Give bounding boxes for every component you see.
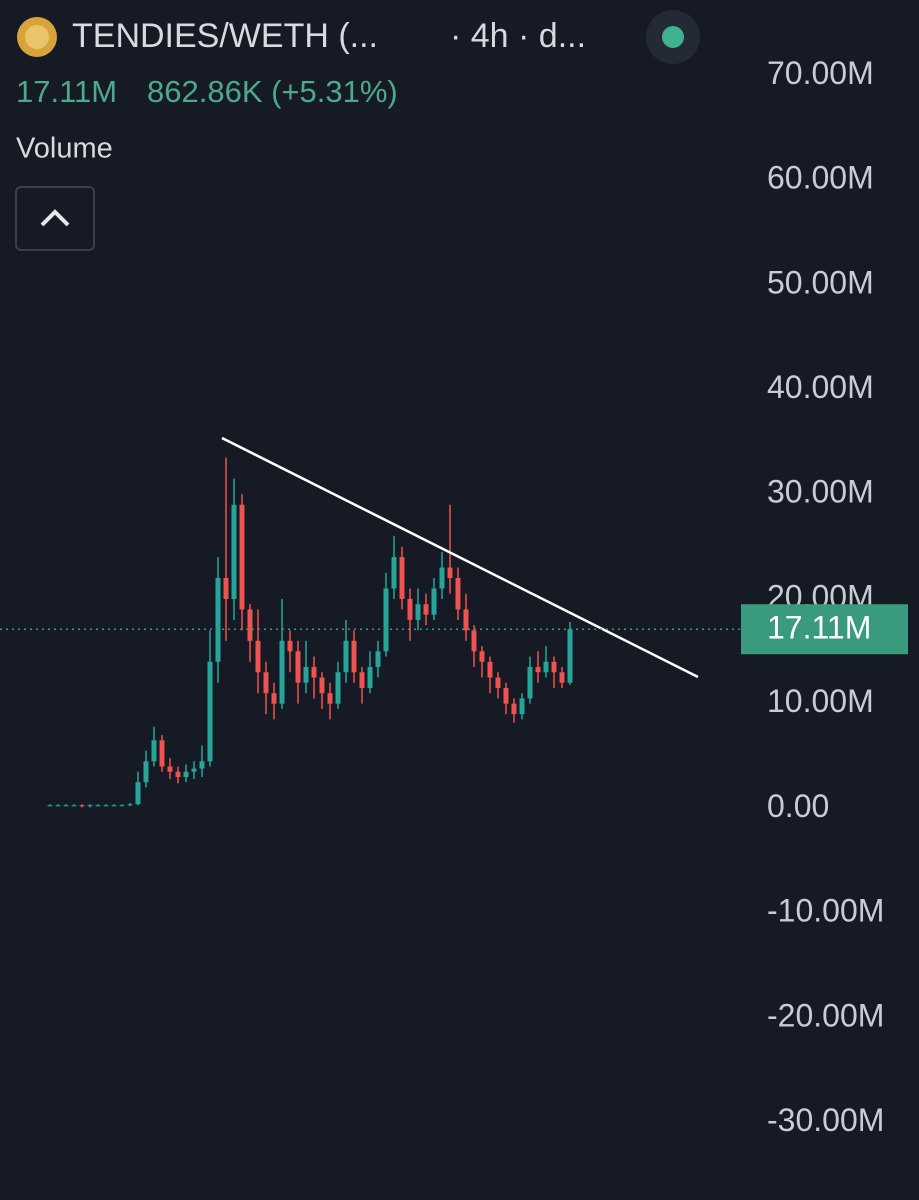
candle-body [255,640,261,673]
candle-body [167,766,173,772]
candle-body [279,640,285,704]
candle-body [79,805,85,807]
y-tick-label: 10.00M [767,683,874,719]
candle-body [487,661,493,678]
y-tick-label: -10.00M [767,893,884,929]
chevron-up [40,209,70,227]
y-tick-label: 30.00M [767,474,874,510]
candle-body [335,672,341,704]
candle-body [303,667,309,683]
candle-body [151,740,157,762]
candle-body [351,640,357,673]
candle-body [503,687,509,704]
candle-body [239,504,245,610]
candle-body [111,805,117,807]
status-dot [662,26,684,48]
y-tick-label: 50.00M [767,264,874,300]
y-tick-label: 40.00M [767,369,874,405]
candle-body [175,771,181,777]
last-price-label: 17.11M [767,610,871,646]
candle-body [543,661,549,673]
candle-body [359,672,365,688]
candle-body [367,667,373,688]
candle-body [311,667,317,678]
trendline [221,436,699,679]
candle-body [55,805,61,807]
candle-body [455,578,461,610]
candle-body [231,504,237,599]
candle-body [207,661,213,762]
candle-body [391,557,397,589]
candle-body [399,557,405,599]
candle-body [407,598,413,620]
candle-body [63,805,69,807]
indicator-label[interactable]: Volume [16,133,113,165]
candle-body [263,672,269,694]
last-price-tag [741,604,908,655]
y-tick-label: 60.00M [767,160,874,196]
candle-body [383,588,389,652]
candle-body [287,640,293,652]
candle-body [423,604,429,615]
candle-body [191,768,197,772]
candle-body [95,805,101,807]
candle-body [215,578,221,662]
candle-body [447,567,453,579]
collapse-button[interactable] [15,186,95,251]
candle-body [439,567,445,589]
candle-body [343,640,349,673]
plot: 70.00M60.00M50.00M40.00M30.00M20.00M10.0… [47,55,884,1138]
candle-body [463,609,469,631]
candle-body [479,651,485,662]
candle-body [375,651,381,668]
candle-body [143,761,149,783]
candle-body [527,667,533,699]
candle-body [135,782,141,805]
symbol[interactable]: TENDIES/WETH (... [72,17,378,55]
change: 862.86K (+5.31%) [147,74,398,109]
y-tick-label: -30.00M [767,1102,884,1138]
candle-body [535,667,541,673]
candle-body [319,677,325,694]
candle-body [71,805,77,807]
candle-body [223,578,229,599]
candle-body [495,677,501,688]
candle-body [559,672,565,683]
price: 17.11M [16,74,117,109]
interval[interactable]: · 4h · d... [450,17,586,55]
candle-body [295,651,301,683]
candle-body [327,693,333,704]
y-tick-label: 70.00M [767,55,874,91]
candle-body [159,740,165,767]
y-tick-label: -20.00M [767,997,884,1033]
candle-body [47,805,53,807]
candle-body [567,629,573,683]
candle-body [519,698,525,715]
candle-body [511,703,517,715]
token-icon-inner [25,25,49,49]
candle-body [271,693,277,704]
candle-body [87,805,93,807]
candle-body [103,805,109,807]
candle-body [415,604,421,620]
overlay: 17.11M [0,604,908,655]
candle-body [119,805,125,807]
candle-body [199,761,205,769]
candle-body [471,630,477,652]
candle-body [551,661,557,673]
candle-body [183,771,189,777]
candle-body [431,588,437,615]
y-tick-label: 0.00 [767,788,829,824]
candle-body [247,609,253,641]
candle-body [127,804,133,806]
